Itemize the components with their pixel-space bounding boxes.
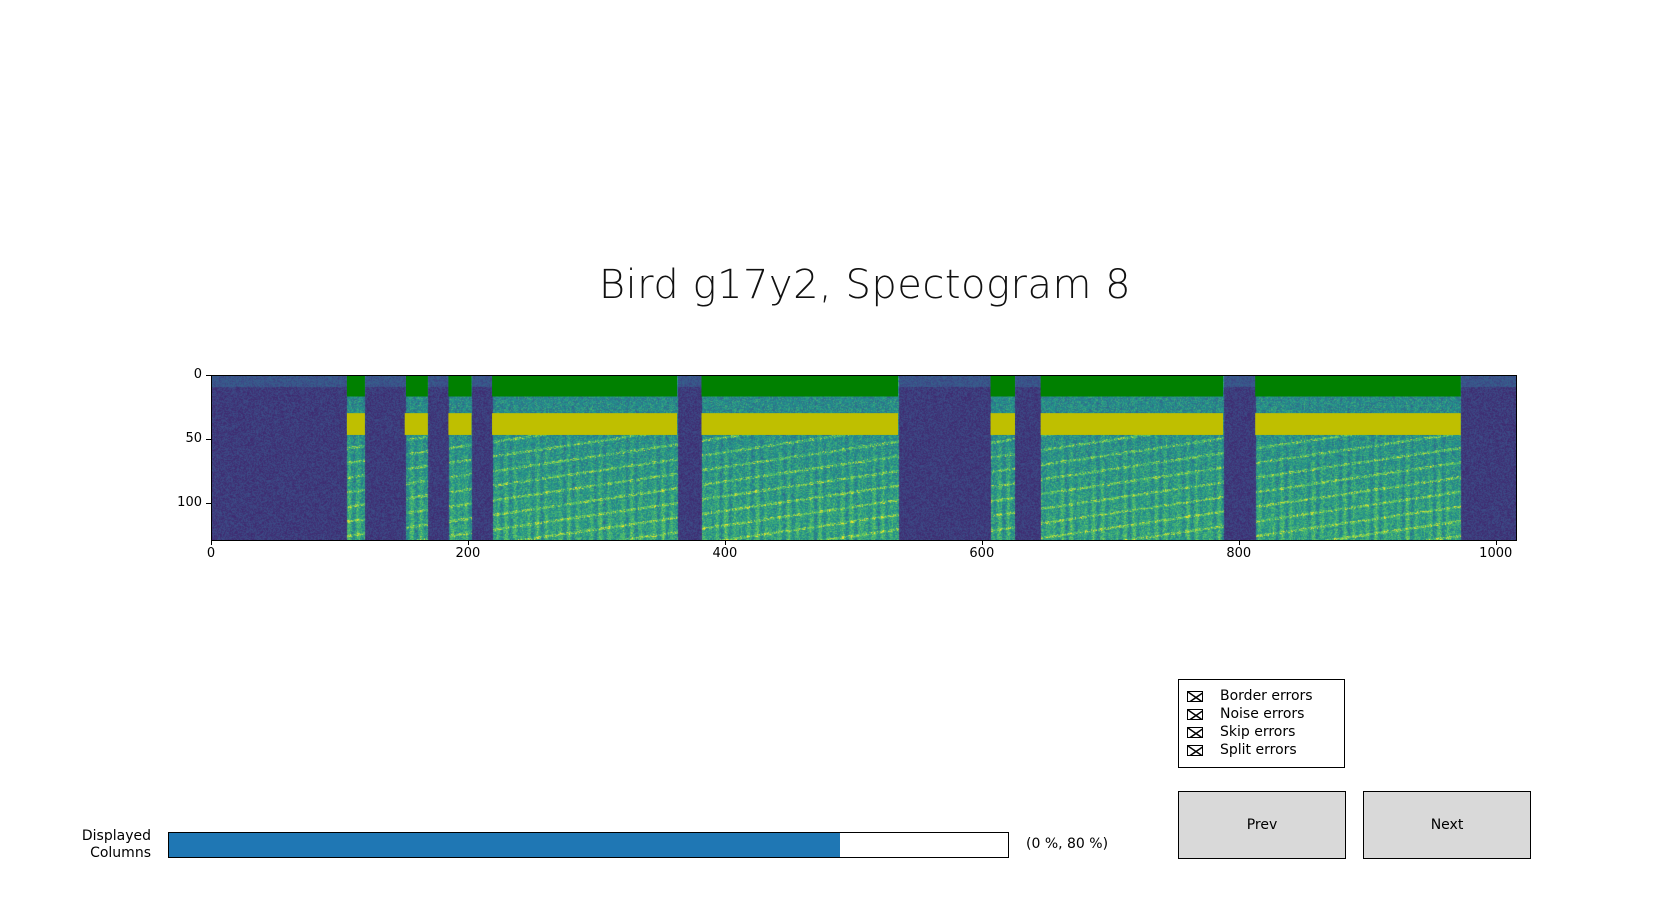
x-tick-mark: [724, 540, 726, 545]
green-segment-bar: [346, 376, 365, 397]
yellow-segment-bar: [990, 413, 1015, 435]
x-tick-label: 400: [712, 546, 738, 561]
x-tick-label: 800: [1226, 546, 1252, 561]
prev-button[interactable]: Prev: [1178, 791, 1346, 859]
checkbox-skip-errors[interactable]: Skip errors: [1187, 723, 1295, 741]
yellow-segment-bar: [448, 413, 472, 435]
yellow-segment-bar: [1040, 413, 1224, 435]
slider-value-text: (0 %, 80 %): [1026, 836, 1109, 852]
y-tick-label: 100: [177, 495, 202, 511]
next-button[interactable]: Next: [1363, 791, 1531, 859]
checkbox-border-errors[interactable]: Border errors: [1187, 687, 1313, 705]
checked-box-icon[interactable]: [1187, 744, 1203, 756]
x-tick-label: 0: [206, 546, 216, 561]
green-segment-bar: [701, 376, 899, 397]
y-tick-mark: [206, 439, 211, 441]
yellow-segment-bar: [492, 413, 678, 435]
checked-box-icon[interactable]: [1187, 690, 1203, 702]
y-tick-mark: [206, 503, 211, 505]
x-tick-mark: [1495, 540, 1497, 545]
x-tick-label: 1000: [1479, 546, 1513, 561]
green-segment-bar: [492, 376, 678, 397]
spectrogram-image: [212, 376, 1516, 540]
checked-box-icon[interactable]: [1187, 726, 1203, 738]
x-tick-label: 200: [455, 546, 481, 561]
yellow-segment-bar: [701, 413, 899, 435]
checkbox-label: Border errors: [1220, 688, 1313, 704]
checkbox-split-errors[interactable]: Split errors: [1187, 741, 1297, 759]
slider-label: Displayed Columns: [81, 828, 151, 861]
checkbox-label: Split errors: [1220, 742, 1297, 758]
displayed-columns-slider[interactable]: [168, 832, 1009, 858]
yellow-segment-bar: [1255, 413, 1461, 435]
segment-overlay: [346, 376, 1461, 435]
x-tick-mark: [1238, 540, 1240, 545]
spectrogram-axes[interactable]: [211, 375, 1517, 541]
x-tick-mark: [467, 540, 469, 545]
yellow-segment-bar: [404, 413, 428, 435]
figure-title: Bird g17y2, Spectogram 8: [598, 262, 1132, 308]
green-segment-bar: [405, 376, 428, 397]
green-segment-bar: [1255, 376, 1461, 397]
x-tick-mark: [981, 540, 983, 545]
error-type-checkboxes: Border errors Noise errors Skip errors S…: [1178, 679, 1345, 768]
green-segment-bar: [990, 376, 1015, 397]
slider-range-fill[interactable]: [169, 833, 841, 857]
checkbox-label: Skip errors: [1220, 724, 1296, 740]
checkbox-label: Noise errors: [1220, 706, 1305, 722]
y-tick-mark: [206, 375, 211, 376]
x-tick-label: 600: [969, 546, 995, 561]
checkbox-noise-errors[interactable]: Noise errors: [1187, 705, 1304, 723]
yellow-segment-bar: [346, 413, 365, 435]
y-tick-label: 50: [185, 431, 202, 447]
y-tick-label: 0: [193, 367, 202, 382]
green-segment-bar: [448, 376, 472, 397]
x-tick-mark: [211, 540, 212, 545]
checked-box-icon[interactable]: [1187, 708, 1203, 720]
green-segment-bar: [1040, 376, 1224, 397]
